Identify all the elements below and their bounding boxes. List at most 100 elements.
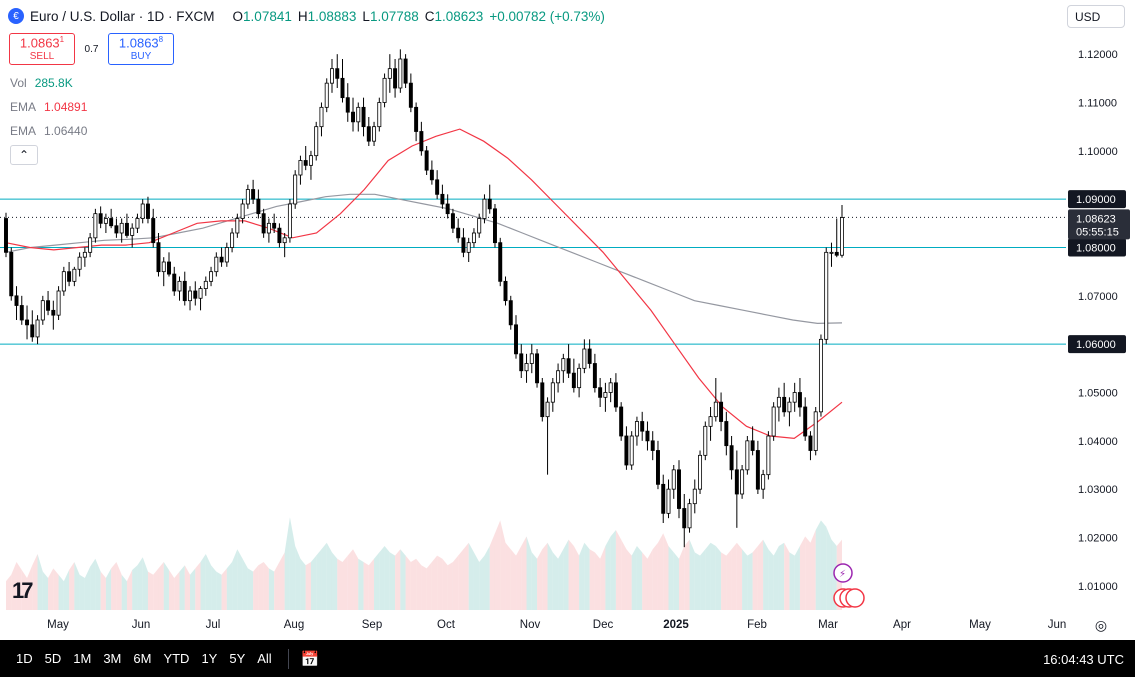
- candle-body: [771, 406, 776, 437]
- volume-area-segment: [321, 542, 327, 610]
- volume-area-segment: [579, 542, 585, 610]
- symbol-title[interactable]: Euro / U.S. Dollar · 1D · FXCM: [30, 8, 215, 24]
- candle-body: [9, 251, 14, 297]
- timeframe-1d[interactable]: 1D: [16, 651, 33, 666]
- buy-button[interactable]: 1.08638 BUY: [108, 33, 174, 65]
- volume-area-segment: [421, 565, 427, 610]
- candle-body: [145, 203, 150, 219]
- x-tick-label: May: [47, 619, 69, 631]
- candle-body: [119, 222, 124, 234]
- tradingview-logo[interactable]: 17: [12, 578, 34, 603]
- candle-body: [14, 295, 19, 306]
- candle-body: [230, 232, 235, 248]
- volume-area-segment: [431, 555, 438, 610]
- candle-body: [713, 401, 718, 418]
- chart-header: € Euro / U.S. Dollar · 1D · FXCM O 1.0784…: [8, 6, 605, 26]
- timeframe-1y[interactable]: 1Y: [201, 651, 218, 666]
- candle-body: [377, 102, 382, 128]
- timeframe-1m[interactable]: 1M: [73, 651, 92, 666]
- candle-body: [508, 300, 513, 326]
- volume-area-segment: [694, 552, 701, 610]
- volume-area-segment: [558, 549, 564, 610]
- candle-body: [351, 111, 355, 123]
- volume-area-segment: [242, 558, 248, 610]
- candle-body: [734, 469, 739, 495]
- candle-body: [256, 198, 261, 215]
- candle-body: [88, 237, 93, 253]
- volume-area-segment: [74, 562, 80, 610]
- volume-area-segment: [58, 574, 64, 610]
- candle-body: [98, 213, 103, 224]
- indicator-volume[interactable]: Vol 285.8K: [10, 76, 73, 90]
- ema-slow-line: [5, 193, 843, 325]
- spread-value: 0.7: [84, 43, 99, 55]
- timeframe-5d[interactable]: 5D: [44, 651, 62, 666]
- candle-body: [797, 392, 802, 408]
- price-chart[interactable]: 1.12000 1.11000 1.10000 1.09000 1.08000 1.070…: [0, 0, 1135, 640]
- volume-area-segment: [316, 549, 322, 610]
- sell-button[interactable]: 1.08631 SELL: [9, 33, 75, 65]
- candle-body: [177, 280, 182, 292]
- candle-body: [724, 421, 729, 447]
- volume-area-segment: [526, 536, 532, 610]
- timeframe-3m[interactable]: 3M: [103, 651, 122, 666]
- candle-body: [598, 387, 603, 398]
- timeframe-6m[interactable]: 6M: [133, 651, 152, 666]
- volume-area-segment: [331, 552, 338, 610]
- volume-area-segment: [589, 549, 595, 610]
- bottom-toolbar: 1D 5D 1M 3M 6M YTD 1Y 5Y All 📅 16:04:43 …: [0, 640, 1135, 677]
- volume-area-segment: [437, 555, 443, 610]
- volume-area-segment: [347, 549, 354, 610]
- candle-body: [314, 126, 319, 157]
- indicator-ema-slow[interactable]: EMA 1.06440: [10, 124, 87, 138]
- y-tick-label: 1.04000: [1078, 436, 1118, 448]
- candle-body: [703, 425, 708, 456]
- candle-body: [450, 213, 455, 229]
- y-tick-label: 1.02000: [1078, 533, 1118, 545]
- volume-area-segment: [395, 549, 401, 610]
- volume-area-segment: [216, 571, 222, 610]
- candle-body: [40, 300, 45, 321]
- volume-area-segment: [121, 574, 127, 610]
- candle-body: [19, 305, 24, 321]
- candle-body: [198, 288, 203, 299]
- candle-body: [577, 367, 582, 389]
- volume-area-segment: [521, 536, 527, 610]
- volume-area-segment: [705, 542, 711, 610]
- indicator-ema-fast[interactable]: EMA 1.04891: [10, 100, 87, 114]
- timeframe-5y[interactable]: 5Y: [229, 651, 246, 666]
- volume-area-segment: [752, 546, 758, 610]
- volume-area-segment: [142, 557, 148, 610]
- collapse-legend-button[interactable]: ⌃: [10, 145, 38, 165]
- volume-area-segment: [305, 562, 311, 610]
- settings-icon[interactable]: ◎: [1094, 617, 1108, 633]
- volume-area-segment: [158, 562, 164, 610]
- candle-body: [266, 222, 271, 234]
- volume-area-segment: [510, 549, 517, 610]
- calendar-icon[interactable]: 📅: [300, 650, 320, 668]
- volume-area-segment: [757, 539, 764, 610]
- timeframe-ytd[interactable]: YTD: [163, 651, 190, 666]
- volume-area-segment: [479, 555, 485, 610]
- currency-selector[interactable]: USD: [1067, 5, 1125, 28]
- close-label: C: [424, 8, 435, 24]
- volume-area-segment: [631, 546, 637, 610]
- candle-body: [408, 82, 413, 108]
- volume-area-segment: [731, 542, 737, 610]
- high-value: 1.08883: [307, 8, 357, 24]
- candle-body: [692, 488, 697, 505]
- candle-body: [203, 280, 208, 289]
- candle-body: [840, 217, 844, 256]
- timeframe-all[interactable]: All: [257, 651, 272, 666]
- indicator-value: 285.8K: [34, 76, 73, 90]
- volume-area-segment: [358, 558, 364, 610]
- candle-body: [335, 68, 340, 79]
- low-label: L: [362, 8, 370, 24]
- volume-area-segment: [53, 568, 59, 610]
- candle-body: [608, 382, 613, 393]
- volume-area-segment: [784, 542, 790, 610]
- volume-area-segment: [300, 558, 306, 610]
- volume-area-segment: [363, 562, 369, 610]
- candle-body: [135, 218, 140, 229]
- volume-area-segment: [742, 549, 748, 610]
